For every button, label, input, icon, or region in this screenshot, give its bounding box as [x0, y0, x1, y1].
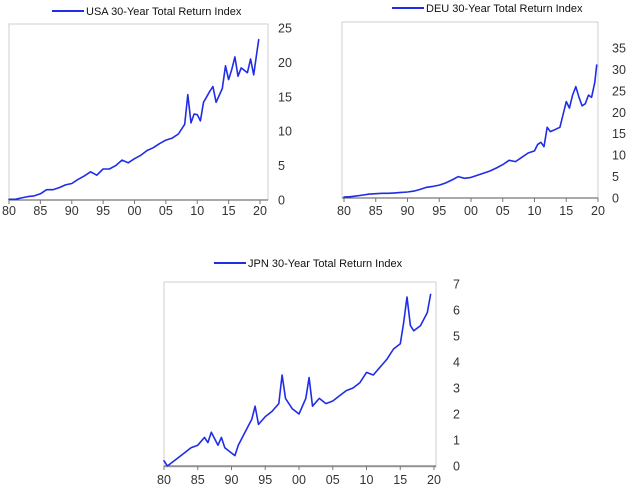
deu-y-tick-label: 35: [612, 42, 626, 56]
deu-x-tick-label: 00: [464, 204, 478, 218]
usa-x-tick-label: 00: [128, 204, 142, 218]
deu-plot-frame: [341, 21, 599, 199]
usa-y-tick-label: 5: [278, 159, 285, 173]
usa-y-tick-label: 25: [278, 22, 292, 36]
deu-x-tick-label: 15: [559, 204, 573, 218]
deu-y-tick-label: 0: [612, 192, 619, 206]
deu-x-tick-label: 05: [496, 204, 510, 218]
jpn-x-tick-label: 85: [191, 473, 205, 487]
jpn-x-tick-label: 05: [326, 473, 340, 487]
usa-y-tick-label: 10: [278, 125, 292, 139]
deu-x-tick-label: 90: [401, 204, 415, 218]
jpn-x-tick-label: 15: [393, 473, 407, 487]
deu-y-tick-label: 25: [612, 84, 626, 98]
deu-x-tick-label: 85: [369, 204, 383, 218]
jpn-y-tick-label: 0: [453, 460, 460, 474]
deu-y-tick-label: 10: [612, 149, 626, 163]
usa-x-tick-label: 90: [65, 204, 79, 218]
jpn-y-tick-label: 2: [453, 408, 460, 422]
jpn-y-tick-label: 1: [453, 434, 460, 448]
jpn-x-tick-label: 10: [360, 473, 374, 487]
deu-legend-label: DEU 30-Year Total Return Index: [426, 3, 583, 15]
jpn-x-tick-label: 90: [225, 473, 239, 487]
jpn-y-tick-label: 4: [453, 356, 460, 370]
usa-legend-label: USA 30-Year Total Return Index: [86, 6, 242, 18]
jpn-x-tick-label: 00: [292, 473, 306, 487]
jpn-y-tick-label: 5: [453, 330, 460, 344]
jpn-x-tick-label: 20: [427, 473, 441, 487]
usa-y-tick-label: 0: [278, 194, 285, 208]
chart-usa: USA 30-Year Total Return Index 80 85 90 95 0…: [2, 6, 292, 218]
jpn-y-tick-label: 7: [453, 278, 460, 292]
usa-x-tick-label: 05: [159, 204, 173, 218]
usa-y-tick-label: 20: [278, 56, 292, 70]
deu-x-tick-label: 95: [432, 204, 446, 218]
jpn-x-tick-label: 80: [157, 473, 171, 487]
jpn-x-tick-label: 95: [258, 473, 272, 487]
chart-jpn: JPN 30-Year Total Return Index 80 85 90 95 0…: [157, 258, 460, 487]
deu-x-tick-label: 80: [337, 204, 351, 218]
deu-x-tick-label: 20: [591, 204, 605, 218]
usa-x-tick-label: 10: [190, 204, 204, 218]
usa-plot-frame: [8, 23, 269, 201]
usa-x-tick-label: 20: [253, 204, 267, 218]
deu-y-tick-label: 20: [612, 106, 626, 120]
chart-deu: DEU 30-Year Total Return Index 80 85 90 95 0…: [337, 3, 626, 218]
deu-series-line: [343, 64, 598, 198]
jpn-plot-frame: [163, 281, 437, 468]
jpn-legend-label: JPN 30-Year Total Return Index: [248, 258, 403, 270]
jpn-y-tick-label: 3: [453, 382, 460, 396]
usa-x-tick-label: 80: [2, 204, 16, 218]
deu-x-tick-label: 10: [528, 204, 542, 218]
deu-y-tick-label: 30: [612, 63, 626, 77]
jpn-series-line: [163, 293, 432, 467]
usa-y-tick-label: 15: [278, 90, 292, 104]
jpn-y-tick-label: 6: [453, 304, 460, 318]
deu-y-tick-label: 15: [612, 127, 626, 141]
usa-series-line: [8, 38, 260, 201]
usa-x-tick-label: 15: [222, 204, 236, 218]
usa-x-tick-label: 95: [96, 204, 110, 218]
usa-x-tick-label: 85: [33, 204, 47, 218]
deu-y-tick-label: 5: [612, 170, 619, 184]
